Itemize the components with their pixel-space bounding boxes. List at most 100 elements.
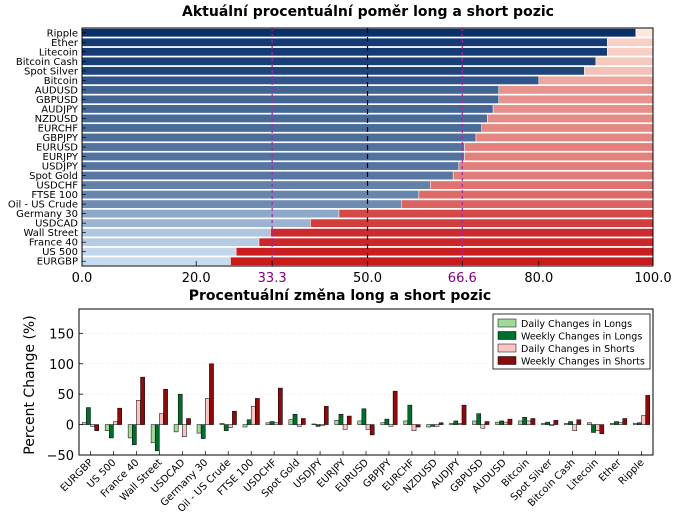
bar-long bbox=[81, 66, 585, 76]
bar-1 bbox=[384, 418, 390, 425]
bar-1 bbox=[453, 420, 459, 425]
bar-1 bbox=[430, 424, 436, 427]
bar-1 bbox=[109, 424, 114, 439]
bar-0 bbox=[380, 422, 386, 425]
bar-2 bbox=[480, 424, 486, 429]
bar-2 bbox=[526, 420, 532, 425]
y-tick-label: Litecoin bbox=[39, 47, 78, 58]
bar-2 bbox=[618, 422, 623, 425]
y-tick-label: EURUSD bbox=[36, 143, 78, 154]
legend-label: Weekly Changes in Longs bbox=[521, 332, 642, 343]
bar-0 bbox=[564, 423, 569, 425]
bar-2 bbox=[388, 424, 394, 427]
legend-label: Weekly Changes in Shorts bbox=[521, 357, 645, 368]
bar-short bbox=[607, 37, 654, 47]
x-tick-label: 20.0 bbox=[182, 271, 211, 286]
bar-2 bbox=[365, 424, 371, 430]
bar-short bbox=[635, 28, 654, 38]
bar-short bbox=[458, 161, 654, 171]
bar-3 bbox=[163, 389, 168, 425]
bar-0 bbox=[610, 423, 615, 425]
bar-short bbox=[338, 209, 654, 219]
bar-2 bbox=[549, 424, 555, 427]
bar-long bbox=[81, 75, 540, 85]
legend-swatch bbox=[497, 343, 517, 353]
bar-1 bbox=[499, 420, 505, 425]
x-tick-label: 100.0 bbox=[634, 271, 671, 286]
bottom-chart-title: Procentuální změna long a short pozic bbox=[189, 288, 491, 304]
bar-0 bbox=[403, 420, 409, 425]
bar-long bbox=[81, 56, 597, 66]
bar-long bbox=[81, 28, 637, 38]
bar-1 bbox=[315, 424, 321, 427]
y-tick-label: 150 bbox=[49, 327, 74, 342]
y-tick-label: AUDUSD bbox=[35, 85, 79, 96]
y-tick-label: Ripple bbox=[47, 28, 78, 39]
y-tick-label: USDJPY bbox=[42, 162, 79, 173]
bar-1 bbox=[177, 393, 183, 425]
y-tick-label: 100 bbox=[49, 358, 74, 373]
bar-0 bbox=[495, 421, 500, 425]
bar-long bbox=[81, 123, 482, 133]
bar-3 bbox=[369, 424, 375, 436]
bar-1 bbox=[614, 421, 619, 425]
bar-short bbox=[418, 190, 654, 200]
y-tick-label: Wall Street bbox=[24, 228, 79, 239]
bar-0 bbox=[127, 424, 133, 439]
bar-short bbox=[464, 152, 654, 161]
bar-1 bbox=[522, 417, 527, 425]
bar-0 bbox=[311, 423, 317, 425]
bar-0 bbox=[173, 424, 179, 433]
bar-long bbox=[81, 104, 494, 114]
bar-3 bbox=[392, 390, 398, 425]
legend-label: Daily Changes in Longs bbox=[521, 319, 632, 330]
bar-long bbox=[81, 247, 237, 257]
y-tick-label: Bitcoin Cash bbox=[16, 57, 78, 68]
bar-3 bbox=[415, 424, 421, 428]
bar-2 bbox=[503, 421, 509, 425]
bar-short bbox=[487, 114, 654, 123]
legend-label: Daily Changes in Shorts bbox=[521, 344, 635, 355]
y-tick-label: EURJPY bbox=[43, 152, 79, 163]
bar-long bbox=[81, 209, 340, 219]
bar-short bbox=[430, 180, 654, 190]
bar-3 bbox=[438, 422, 444, 425]
bar-short bbox=[498, 94, 654, 104]
bar-3 bbox=[255, 398, 260, 425]
bar-2 bbox=[457, 423, 463, 425]
x-tick-label: 80.0 bbox=[524, 271, 553, 286]
bar-long bbox=[81, 142, 465, 152]
y-tick-label: GBPJPY bbox=[42, 133, 78, 144]
bar-short bbox=[538, 75, 654, 85]
bar-short bbox=[310, 218, 654, 228]
bar-0 bbox=[219, 423, 225, 425]
x-tick-label: 0.0 bbox=[72, 271, 93, 286]
y-tick-label: EURCHF bbox=[38, 123, 79, 134]
bar-0 bbox=[288, 419, 294, 425]
x-tick-label: Ripple bbox=[617, 457, 647, 487]
bar-1 bbox=[591, 424, 596, 433]
y-tick-label: FTSE 100 bbox=[31, 190, 78, 201]
bar-1 bbox=[545, 421, 550, 425]
bar-short bbox=[498, 85, 654, 95]
bar-3 bbox=[94, 424, 99, 431]
bar-1 bbox=[338, 413, 344, 425]
bar-long bbox=[81, 94, 500, 104]
bar-3 bbox=[140, 376, 145, 425]
bar-2 bbox=[319, 424, 325, 427]
bar-long bbox=[81, 47, 608, 57]
y-tick-label: USDCAD bbox=[35, 219, 78, 230]
y-tick-label: USDCHF bbox=[36, 181, 78, 192]
x-tick-label: 50.0 bbox=[353, 271, 382, 286]
bar-long bbox=[81, 237, 260, 247]
plot-frame bbox=[78, 308, 654, 456]
bar-1 bbox=[223, 424, 229, 431]
y-tick-label: Oil - US Crude bbox=[8, 200, 78, 211]
bar-1 bbox=[407, 404, 413, 425]
bar-1 bbox=[476, 413, 482, 425]
bar-short bbox=[607, 47, 654, 57]
bar-2 bbox=[159, 413, 164, 425]
bar-0 bbox=[472, 420, 477, 425]
bar-long bbox=[81, 199, 403, 209]
bar-0 bbox=[265, 422, 271, 425]
